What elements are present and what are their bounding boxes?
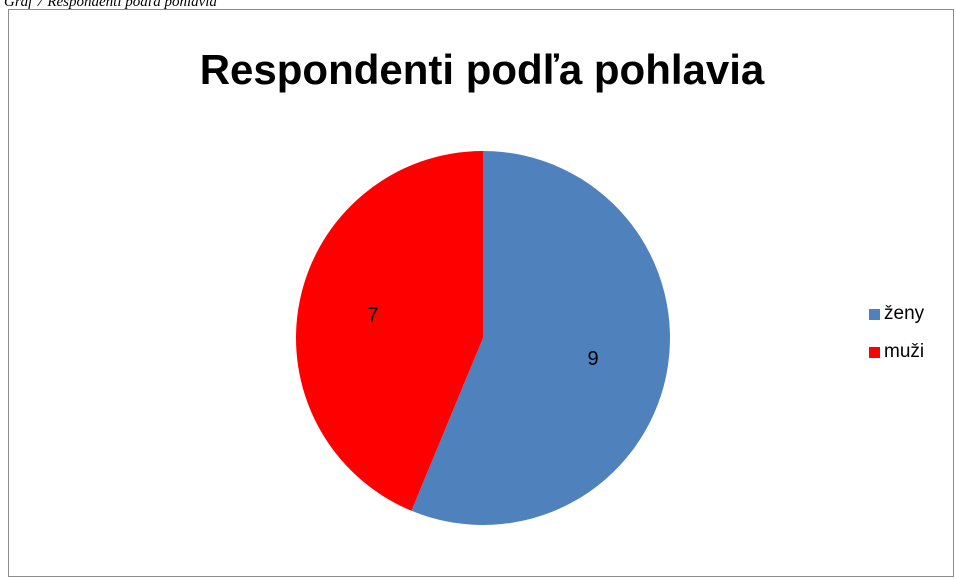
legend-swatch-zeny bbox=[869, 308, 880, 320]
pie-chart: 97 bbox=[295, 151, 670, 525]
legend-swatch-muzi bbox=[869, 346, 880, 358]
legend-item-zeny: ženy bbox=[869, 303, 924, 325]
pie-slice-0 bbox=[411, 151, 670, 525]
legend-item-muzi: muži bbox=[869, 341, 924, 363]
data-label-1: 7 bbox=[367, 304, 378, 326]
chart-title: Respondenti podľa pohlavia bbox=[199, 46, 765, 93]
figure-caption: Graf 7 Respondenti podľa pohlavia bbox=[4, 0, 217, 10]
legend-label-zeny: ženy bbox=[884, 303, 925, 324]
legend-label-muzi: muži bbox=[884, 341, 925, 362]
pie-slice-1 bbox=[295, 151, 483, 511]
legend: ženy muži bbox=[869, 303, 924, 379]
data-label-0: 9 bbox=[587, 348, 598, 370]
